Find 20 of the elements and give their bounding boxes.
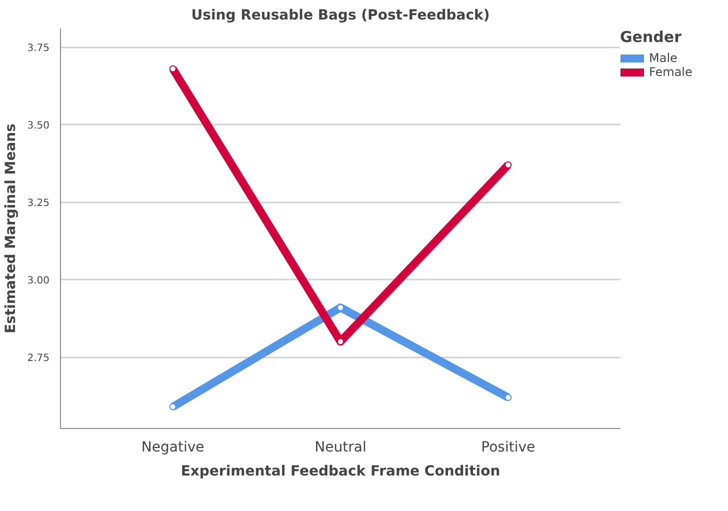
x-tick-label: Neutral [314, 440, 366, 456]
point [504, 161, 512, 168]
y-tick-label: 3.50 [27, 120, 50, 132]
point [169, 403, 176, 410]
y-tick-label: 3.75 [27, 43, 50, 54]
y-tick-label: 3.25 [27, 198, 50, 210]
legend-label: Male [649, 51, 678, 65]
point [337, 304, 344, 312]
y-axis-title: Estimated Marginal Means [3, 124, 20, 334]
x-tick-label: Positive [481, 440, 536, 456]
y-tick-label: 2.75 [27, 353, 50, 364]
x-tick-label: Negative [141, 440, 204, 456]
point [337, 338, 344, 346]
legend-label: Female [649, 65, 692, 79]
y-tick-label: 3.00 [27, 276, 50, 287]
legend-title: Gender [620, 28, 682, 46]
x-axis-title: Experimental Feedback Frame Condition [180, 464, 500, 480]
point [169, 65, 176, 72]
chart-title: Using Reusable Bags (Post-Feedback) [191, 8, 490, 24]
point [504, 394, 512, 401]
